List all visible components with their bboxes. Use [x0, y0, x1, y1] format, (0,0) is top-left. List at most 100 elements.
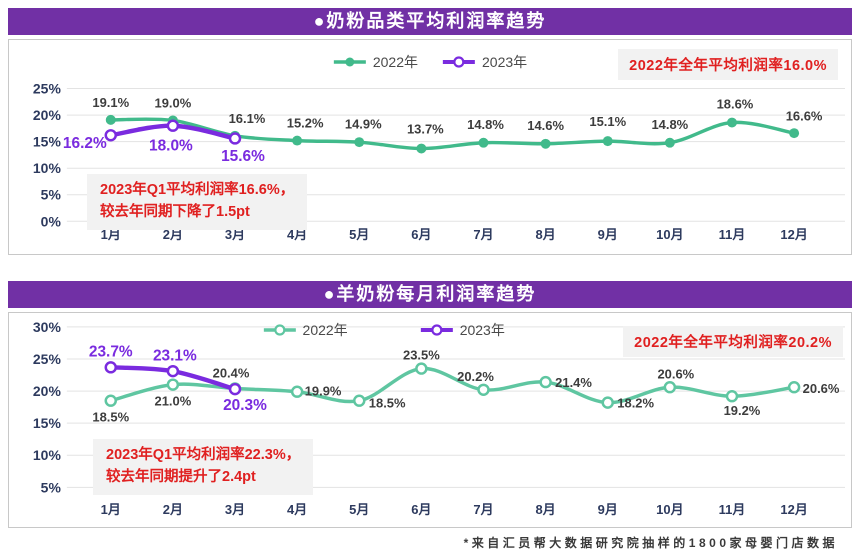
- data-label-2022年: 21.0%: [155, 393, 192, 408]
- x-axis-label: 8月: [536, 227, 556, 242]
- y-axis-label: 25%: [33, 81, 61, 97]
- data-label-2022年: 14.8%: [467, 117, 504, 132]
- data-label-2022年: 18.2%: [617, 396, 654, 411]
- data-point-2022年: [664, 137, 675, 148]
- section-goat-milk: ●羊奶粉每月利润率趋势 5% 10% 15% 20% 25% 30% 1月 2月 3月 4月 5月 6…: [8, 281, 852, 528]
- data-point-2022年: [354, 137, 365, 148]
- data-point-2023年: [166, 364, 180, 378]
- data-label-2022年: 14.8%: [651, 117, 688, 132]
- data-label-2022年: 18.6%: [717, 97, 754, 112]
- y-axis-label: 10%: [33, 447, 61, 463]
- legend-marker-2022-icon: [333, 57, 366, 67]
- data-point-2023年: [104, 129, 117, 142]
- data-label-2022年: 14.9%: [345, 116, 382, 131]
- data-point-2022年: [726, 117, 737, 128]
- data-point-2022年: [105, 114, 116, 125]
- data-label-2022年: 18.5%: [369, 396, 406, 411]
- legend-label-2022: 2022年: [372, 54, 418, 70]
- section-title-banner-goat: ●羊奶粉每月利润率趋势: [8, 281, 852, 308]
- data-point-2022年: [104, 394, 117, 407]
- data-label-2022年: 21.4%: [555, 375, 592, 390]
- legend-item-2022: 2022年: [263, 320, 348, 340]
- x-axis-label: 7月: [473, 227, 493, 242]
- x-axis-label: 11月: [719, 502, 746, 517]
- annotation-2023-q1-goat: 2023年Q1平均利润率22.3%， 较去年同期提升了2.4pt: [93, 439, 314, 495]
- annotation-line-1: 2023年Q1平均利润率22.3%，: [106, 447, 301, 463]
- data-point-2022年: [787, 381, 801, 394]
- annotation-2022-average-milk: 2022年全年平均利润率16.0%: [618, 49, 838, 80]
- legend-dot: [431, 324, 443, 336]
- data-label-2022年: 20.2%: [457, 369, 494, 384]
- data-point-2022年: [292, 135, 303, 146]
- data-point-2022年: [540, 138, 551, 149]
- data-point-2023年: [228, 132, 242, 145]
- data-source-note: *来自汇员帮大数据研究院抽样的1800家母婴门店数据: [463, 536, 838, 550]
- x-axis-label: 1月: [101, 502, 121, 517]
- y-axis-label: 30%: [33, 319, 61, 335]
- legend-dot: [273, 324, 286, 336]
- data-label-2023年: 20.3%: [223, 397, 267, 414]
- data-label-2022年: 15.2%: [287, 116, 324, 131]
- data-label-2023年: 16.2%: [63, 135, 107, 152]
- legend-item-2023: 2023年: [442, 52, 527, 72]
- data-point-2022年: [166, 378, 180, 391]
- y-axis-label: 25%: [33, 351, 61, 367]
- x-axis-label: 10月: [656, 227, 683, 242]
- data-label-2022年: 16.1%: [229, 111, 266, 126]
- data-point-2022年: [353, 394, 366, 407]
- y-axis-label: 20%: [33, 383, 61, 399]
- x-axis-label: 4月: [287, 502, 307, 517]
- chart-panel-milk: 0% 5% 10% 15% 20% 25% 1月 2月 3月 4月 5月 6月 7月 8月 9月 10月 11月…: [8, 39, 852, 255]
- x-axis-label: 4月: [287, 227, 307, 242]
- data-label-2022年: 19.2%: [724, 403, 761, 418]
- chart-legend-goat: 2022年 2023年: [263, 320, 505, 340]
- data-label-2023年: 15.6%: [221, 148, 265, 165]
- section-title-goat: ●羊奶粉每月利润率趋势: [323, 284, 537, 304]
- x-axis-label: 2月: [163, 227, 183, 242]
- data-point-2022年: [539, 375, 552, 389]
- data-point-2022年: [601, 396, 614, 409]
- data-label-2022年: 20.6%: [657, 366, 694, 381]
- data-label-2023年: 18.0%: [149, 138, 193, 155]
- annotation-line-2: 较去年同期下降了1.5pt: [100, 203, 250, 220]
- legend-dot: [345, 57, 355, 67]
- x-axis-label: 6月: [411, 227, 431, 242]
- data-point-2023年: [166, 119, 180, 132]
- data-label-2022年: 19.1%: [92, 95, 129, 110]
- data-point-2022年: [415, 362, 428, 375]
- legend-item-2022: 2022年: [333, 52, 418, 72]
- annotation-line-1: 2023年Q1平均利润率16.6%，: [100, 182, 295, 198]
- chart-panel-goat: 5% 10% 15% 20% 25% 30% 1月 2月 3月 4月 5月 6月 7月 8月 9月 10月 11…: [8, 312, 852, 528]
- line-chart-goat: 5% 10% 15% 20% 25% 30% 1月 2月 3月 4月 5月 6月 7月 8月 9月 10月 11…: [33, 319, 846, 517]
- x-axis-label: 2月: [163, 502, 183, 517]
- x-axis-label: 9月: [598, 227, 618, 242]
- chart-legend-milk: 2022年 2023年: [333, 52, 527, 72]
- data-point-2022年: [290, 385, 304, 398]
- y-axis-label: 5%: [41, 187, 61, 203]
- data-point-2022年: [478, 137, 489, 148]
- x-axis-label: 12月: [780, 227, 807, 242]
- legend-dot: [453, 56, 465, 68]
- section-milk-powder: ●奶粉品类平均利润率趋势 0% 5% 10% 15% 20% 25% 1月 2月 3月 4月 5月 6…: [8, 8, 852, 255]
- data-point-2022年: [663, 381, 677, 394]
- data-label-2022年: 20.4%: [213, 366, 250, 381]
- data-label-2022年: 14.6%: [527, 118, 564, 133]
- x-axis-label: 11月: [719, 227, 746, 242]
- data-label-2022年: 13.7%: [407, 122, 444, 137]
- y-axis-label: 10%: [33, 160, 61, 176]
- section-title-banner-milk: ●奶粉品类平均利润率趋势: [8, 8, 852, 35]
- legend-label-2023: 2023年: [482, 54, 528, 70]
- x-axis-label: 3月: [225, 502, 245, 517]
- data-point-2023年: [104, 361, 117, 374]
- y-axis-label: 5%: [41, 479, 61, 495]
- data-label-2022年: 23.5%: [403, 348, 440, 363]
- x-axis-label: 10月: [656, 502, 683, 517]
- x-axis-label: 1月: [101, 227, 121, 242]
- data-label-2022年: 20.6%: [803, 381, 840, 396]
- data-point-2023年: [228, 382, 242, 396]
- data-label-2022年: 19.9%: [305, 384, 342, 399]
- x-axis-label: 12月: [780, 502, 807, 517]
- x-axis-label: 6月: [411, 502, 431, 517]
- x-axis-label: 3月: [225, 227, 245, 242]
